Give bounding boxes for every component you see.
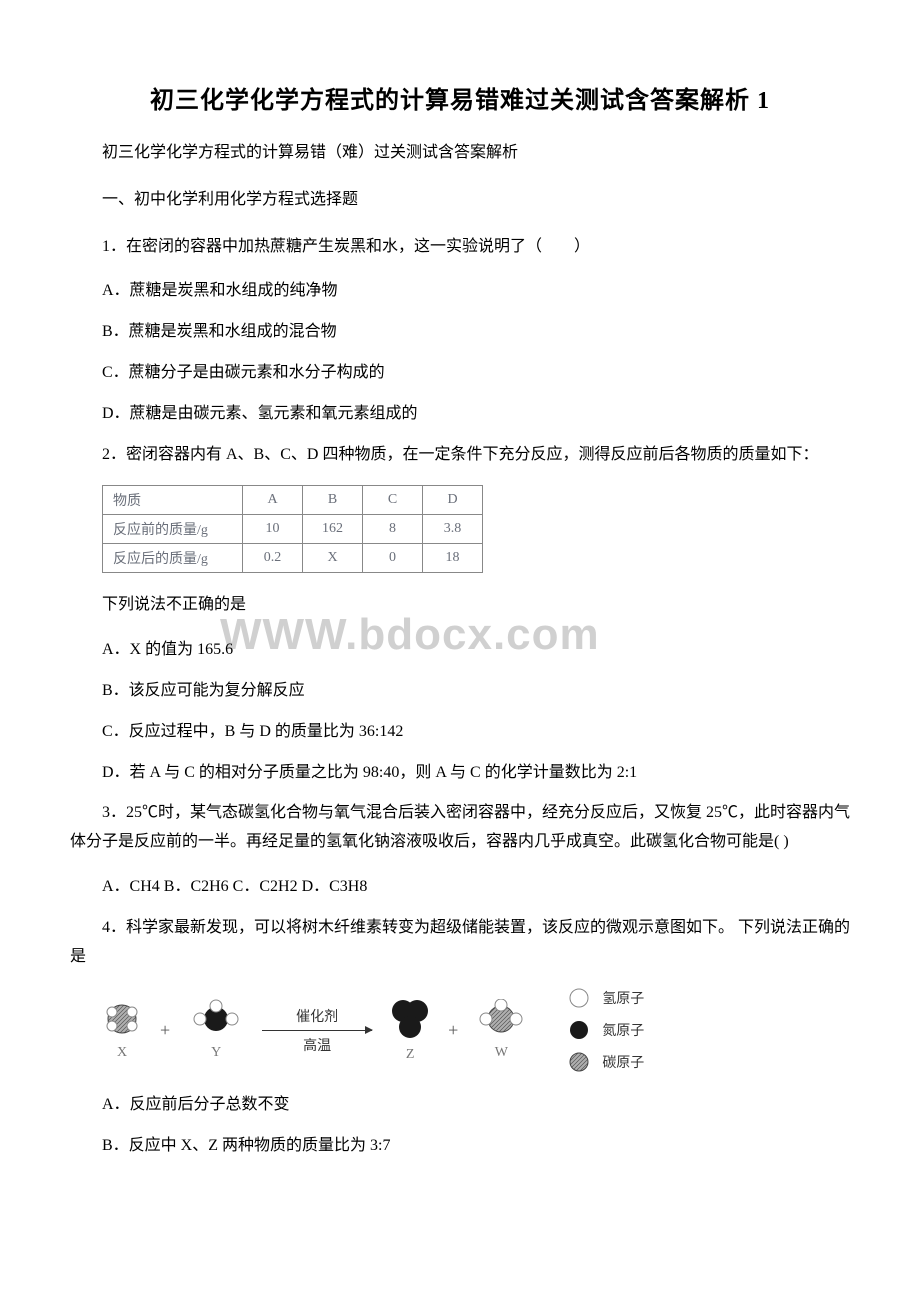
table-cell: A <box>243 486 303 515</box>
q1-option-c: C．蔗糖分子是由碳元素和水分子构成的 <box>70 359 850 388</box>
arrow-top-label: 催化剂 <box>296 1006 338 1026</box>
page-title: 初三化学化学方程式的计算易错难过关测试含答案解析 1 <box>70 80 850 115</box>
plus-icon: + <box>448 1020 458 1041</box>
atom-legend: 氢原子 氮原子 碳原子 <box>568 987 644 1073</box>
arrow-line-icon <box>262 1030 372 1031</box>
table-cell: 10 <box>243 515 303 544</box>
q1-option-a: A．蔗糖是炭黑和水组成的纯净物 <box>70 277 850 306</box>
molecule-y-label: Y <box>211 1045 221 1061</box>
table-row: 物质 A B C D <box>103 486 483 515</box>
hydrogen-atom-icon <box>568 987 590 1009</box>
arrow-bottom-label: 高温 <box>303 1035 331 1055</box>
q4-stem: 4．科学家最新发现，可以将树木纤维素转变为超级储能装置，该反应的微观示意图如下。… <box>70 914 850 972</box>
reaction-arrow: 催化剂 高温 <box>262 1006 372 1055</box>
table-cell: D <box>423 486 483 515</box>
table-cell: 物质 <box>103 486 243 515</box>
legend-hydrogen-label: 氢原子 <box>602 988 644 1008</box>
q2-option-c: C．反应过程中，B 与 D 的质量比为 36:142 <box>70 718 850 747</box>
q4-option-a: A．反应前后分子总数不变 <box>70 1091 850 1120</box>
table-row: 反应后的质量/g 0.2 X 0 18 <box>103 544 483 573</box>
carbon-atom-icon <box>568 1051 590 1073</box>
table-cell: 0.2 <box>243 544 303 573</box>
q1-option-b: B．蔗糖是炭黑和水组成的混合物 <box>70 318 850 347</box>
q1-option-d: D．蔗糖是由碳元素、氢元素和氧元素组成的 <box>70 400 850 429</box>
q2-option-a: A．X 的值为 165.6 <box>70 636 850 665</box>
molecule-x-icon <box>102 999 142 1039</box>
nitrogen-atom-icon <box>568 1019 590 1041</box>
q2-option-b: B．该反应可能为复分解反应 <box>70 677 850 706</box>
molecule-y: Y <box>188 999 244 1061</box>
plus-icon: + <box>160 1020 170 1041</box>
legend-nitrogen-label: 氮原子 <box>602 1020 644 1040</box>
table-cell: X <box>303 544 363 573</box>
q3-stem: 3．25℃时，某气态碳氢化合物与氧气混合后装入密闭容器中，经充分反应后，又恢复 … <box>70 799 850 857</box>
molecule-y-icon <box>188 999 244 1039</box>
legend-carbon: 碳原子 <box>568 1051 644 1073</box>
q2-stem: 2．密闭容器内有 A、B、C、D 四种物质，在一定条件下充分反应，测得反应前后各… <box>70 441 850 470</box>
table-cell: 18 <box>423 544 483 573</box>
legend-carbon-label: 碳原子 <box>602 1052 644 1072</box>
molecule-z-icon <box>390 997 430 1041</box>
molecule-x: X <box>102 999 142 1061</box>
table-cell: 8 <box>363 515 423 544</box>
q3-options: A．CH4 B．C2H6 C．C2H2 D．C3H8 <box>70 873 850 902</box>
q2-table: 物质 A B C D 反应前的质量/g 10 162 8 3.8 反应后的质量/… <box>102 485 483 573</box>
table-cell: 162 <box>303 515 363 544</box>
table-cell: 3.8 <box>423 515 483 544</box>
molecule-w-label: W <box>495 1045 508 1061</box>
legend-nitrogen: 氮原子 <box>568 1019 644 1041</box>
q4-option-b: B．反应中 X、Z 两种物质的质量比为 3:7 <box>70 1132 850 1161</box>
molecule-z: Z <box>390 997 430 1063</box>
q2-option-d: D．若 A 与 C 的相对分子质量之比为 98:40，则 A 与 C 的化学计量… <box>70 759 850 788</box>
q2-table-wrap: 物质 A B C D 反应前的质量/g 10 162 8 3.8 反应后的质量/… <box>102 485 850 573</box>
molecule-z-label: Z <box>406 1047 415 1063</box>
legend-hydrogen: 氢原子 <box>568 987 644 1009</box>
table-cell: 反应前的质量/g <box>103 515 243 544</box>
table-row: 反应前的质量/g 10 162 8 3.8 <box>103 515 483 544</box>
subtitle: 初三化学化学方程式的计算易错（难）过关测试含答案解析 <box>70 139 850 168</box>
molecule-x-label: X <box>117 1045 127 1061</box>
q4-diagram: X + Y 催化剂 高温 Z + W <box>102 987 850 1073</box>
table-cell: B <box>303 486 363 515</box>
molecule-w: W <box>476 999 526 1061</box>
q2-followup: 下列说法不正确的是 <box>70 591 850 620</box>
molecule-w-icon <box>476 999 526 1039</box>
section-heading: 一、初中化学利用化学方程式选择题 <box>70 186 850 215</box>
table-cell: 反应后的质量/g <box>103 544 243 573</box>
table-cell: C <box>363 486 423 515</box>
table-cell: 0 <box>363 544 423 573</box>
q1-stem: 1．在密闭的容器中加热蔗糖产生炭黑和水，这一实验说明了（ ） <box>70 233 850 262</box>
